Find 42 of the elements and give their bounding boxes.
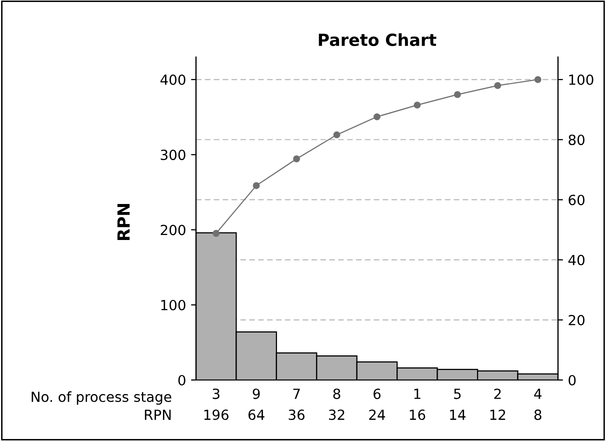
y2-tick-label: 80	[568, 134, 584, 146]
data-label: 14	[450, 410, 466, 420]
point	[414, 102, 421, 109]
y-tick-label: 300	[160, 150, 186, 160]
x-tick-label: 8	[333, 388, 340, 400]
data-label: 36	[288, 410, 305, 420]
y-tick-label: 400	[160, 74, 186, 86]
y-axis-title: RPN	[117, 204, 130, 240]
data-label: 64	[248, 410, 264, 420]
data-label: 16	[410, 410, 426, 420]
y-tick-label: 200	[160, 224, 186, 236]
x-axis-title: No. of process stage	[32, 391, 172, 405]
point	[494, 82, 502, 90]
point	[293, 155, 300, 162]
point	[374, 113, 380, 120]
y-tick-label: 100	[161, 300, 186, 310]
y2-tick-label: 40	[568, 254, 584, 266]
data-label: 24	[369, 410, 386, 420]
point	[333, 131, 340, 138]
y-tick-label: 0	[178, 374, 186, 386]
x-tick-label: 9	[252, 388, 260, 400]
y2-tick-label: 0	[568, 374, 576, 386]
y2-tick-label: 100	[569, 74, 594, 86]
x-tick-label: 5	[454, 388, 461, 400]
data-label: 32	[329, 410, 344, 420]
point	[212, 230, 220, 237]
data-label: 12	[490, 410, 506, 420]
point	[252, 182, 260, 190]
x-tick-label: 3	[212, 388, 220, 400]
data-label: 8	[534, 410, 542, 420]
text: RPN	[144, 410, 171, 420]
point	[534, 76, 542, 84]
x-tick-label: 4	[534, 388, 542, 399]
x-tick-label: 1	[414, 388, 420, 399]
y2-tick-label: 20	[568, 314, 584, 326]
x-tick-label: 7	[293, 388, 300, 399]
point	[454, 91, 461, 98]
y2-tick-label: 60	[568, 194, 584, 206]
data-label: 196	[204, 410, 228, 420]
x-tick-label: 6	[374, 388, 381, 400]
x-tick-label: 2	[494, 388, 501, 399]
chart-title: Pareto Chart	[318, 33, 436, 46]
